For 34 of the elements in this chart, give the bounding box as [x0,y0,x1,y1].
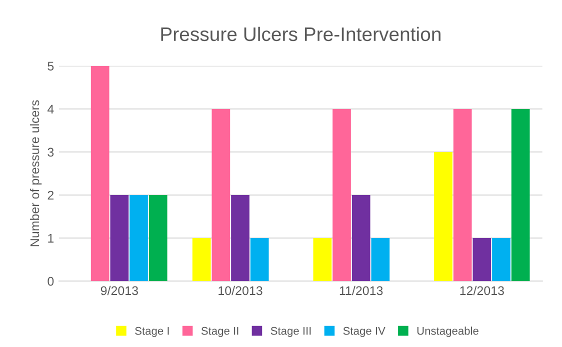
y-tick-label: 3 [48,148,54,157]
bar [371,238,390,282]
chart-title: Pressure Ulcers Pre-Intervention [161,26,440,42]
legend-label: Stage IV [343,326,386,337]
bar [453,108,472,282]
y-axis-title: Number of pressure ulcers [30,100,42,246]
bar [110,195,129,282]
x-tick-label: 9/2013 [100,286,138,296]
bar [212,108,230,282]
y-tick-label: 0 [48,276,54,286]
bar [130,195,148,282]
legend-label: Stage III [270,326,311,337]
bar [511,108,530,282]
bar [472,238,492,282]
bar [90,66,110,282]
bar [313,238,332,282]
legend-label: Stage II [201,326,238,337]
bar [492,238,510,282]
legend-label: Unstageable [417,326,478,337]
bar [352,195,370,282]
bar [332,108,351,282]
bar [192,238,211,282]
y-tick-label: 4 [47,104,54,114]
x-tick-label: 12/2013 [460,286,504,296]
y-tick-label: 2 [48,190,54,200]
y-tick-label: 5 [48,62,54,71]
bar [250,238,269,282]
bar [434,152,452,282]
bar [231,195,250,282]
bar [148,195,168,282]
x-tick-label: 10/2013 [218,286,262,296]
legend-label: Stage I [135,326,169,337]
y-tick-label: 1 [48,234,54,243]
x-tick-label: 11/2013 [340,286,383,296]
